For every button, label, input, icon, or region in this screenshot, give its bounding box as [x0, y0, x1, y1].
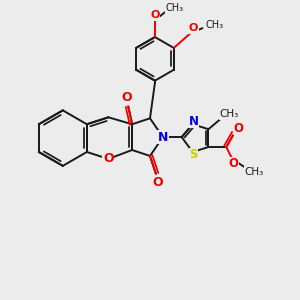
- Text: CH₃: CH₃: [244, 167, 264, 177]
- Text: S: S: [189, 148, 198, 161]
- Text: O: O: [233, 122, 243, 135]
- Text: CH₃: CH₃: [166, 3, 184, 13]
- Text: CH₃: CH₃: [220, 109, 239, 119]
- Text: O: O: [189, 23, 198, 33]
- Text: O: O: [228, 158, 238, 170]
- Text: N: N: [189, 115, 199, 128]
- Text: O: O: [103, 152, 114, 165]
- Text: O: O: [150, 10, 160, 20]
- Text: N: N: [158, 130, 168, 144]
- Text: O: O: [153, 176, 163, 189]
- Text: O: O: [121, 91, 131, 104]
- Text: CH₃: CH₃: [205, 20, 224, 30]
